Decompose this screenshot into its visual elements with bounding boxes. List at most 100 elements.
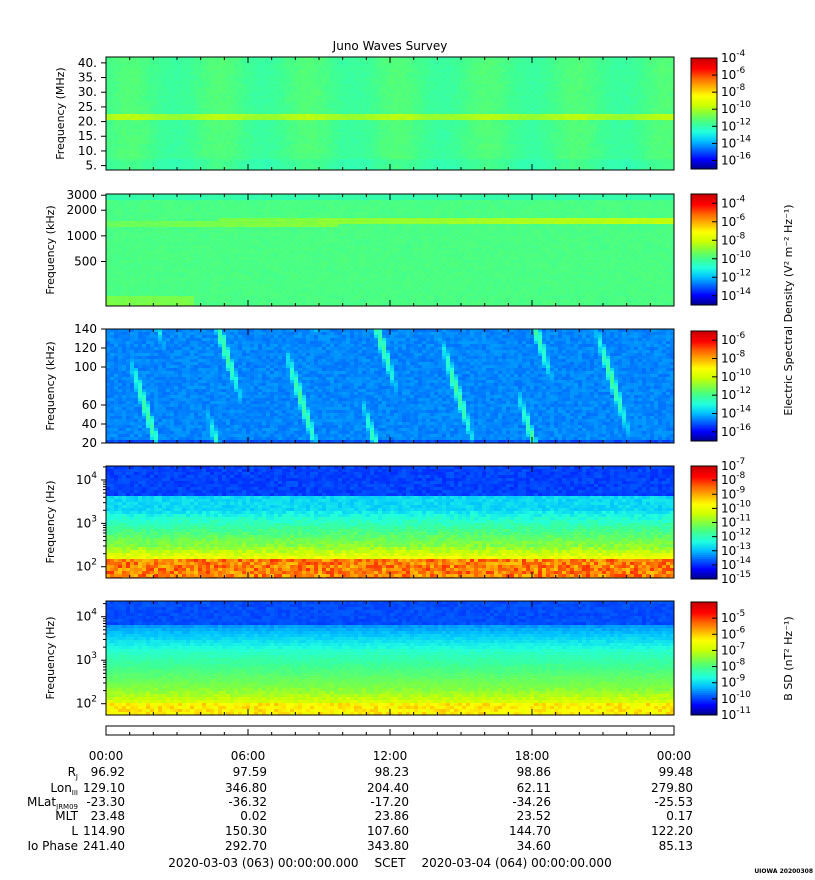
y-tick-label: 120 <box>74 341 97 355</box>
ephemeris-value: -25.53 <box>654 795 693 809</box>
ephemeris-value: 107.60 <box>367 824 409 838</box>
colorbar-tick-label: 10-15 <box>721 570 751 586</box>
ephemeris-row: RJ 96.92 97.59 98.23 98.86 99.48 <box>68 765 693 781</box>
ephemeris-value: 97.59 <box>233 765 267 779</box>
y-axis-label: Frequency (kHz) <box>44 341 57 430</box>
chart-title: Juno Waves Survey <box>332 39 448 53</box>
end-time: 2020-03-04 (064) 00:00:00.000 <box>421 856 611 870</box>
colorbar-tick-label: 10-11 <box>721 706 751 722</box>
y-tick-label: 104 <box>76 608 97 624</box>
colorbar-tick-label: 10-8 <box>721 658 746 674</box>
colorbar-tick-label: 10-14 <box>721 134 751 150</box>
y-tick-label: 500 <box>74 254 97 268</box>
y-tick-label: 102 <box>76 695 97 711</box>
y-tick-label: 102 <box>76 558 97 574</box>
colorbar-tick-label: 10-10 <box>721 368 751 384</box>
start-time: 2020-03-03 (063) 00:00:00.000 <box>168 856 358 870</box>
colorbar-tick-label: 10-12 <box>721 386 751 402</box>
time-axis: 00:00 06:00 12:00 18:00 00:00 <box>89 726 692 763</box>
heatmap-cells <box>106 194 674 306</box>
ephemeris-row: MLT 23.48 0.02 23.86 23.52 0.17 <box>55 809 693 823</box>
ephemeris-value: 144.70 <box>509 824 551 838</box>
y-tick-label: 40 <box>82 417 97 431</box>
colorbar: 10-710-810-910-1010-1110-1210-1310-1410-… <box>691 457 751 586</box>
y-tick-label: 30. <box>78 85 97 99</box>
colorbar-tick-label: 10-10 <box>721 250 751 266</box>
ephemeris-value: 346.80 <box>225 781 267 795</box>
panel-mhz: 5.10.15.20.25.30.35.40.Frequency (MHz)10… <box>54 49 751 173</box>
y-tick-label: 40. <box>78 56 97 70</box>
footer-label: UIOWA 20200308 <box>754 868 813 875</box>
colorbar-tick-label: 10-6 <box>721 625 746 641</box>
ephemeris-value: 96.92 <box>91 765 125 779</box>
ephemeris-value: 98.23 <box>375 765 409 779</box>
heatmap-cells <box>106 466 674 578</box>
time-tick-label: 06:00 <box>231 749 266 763</box>
ephemeris-value: -34.26 <box>512 795 551 809</box>
scet-range: 2020-03-03 (063) 00:00:00.000 SCET 2020-03… <box>168 856 611 870</box>
colorbar-tick-label: 10-12 <box>721 268 751 284</box>
ephemeris-value: 129.10 <box>83 781 125 795</box>
colorbar-tick-label: 10-14 <box>721 405 751 421</box>
y-tick-label: 103 <box>76 514 97 530</box>
colorbar-tick-label: 10-8 <box>721 231 746 247</box>
y-tick-label: 3000 <box>66 188 97 202</box>
ephemeris-value: 0.02 <box>240 809 267 823</box>
colorbar-tick-label: 10-16 <box>721 423 751 439</box>
colorbar-tick-label: 10-5 <box>721 609 745 625</box>
colorbar-tick-label: 10-7 <box>721 641 745 657</box>
panel-hz-electric: 102 103 104 Frequency (Hz) 10-710-810-910-10… <box>44 457 751 586</box>
ephemeris-value: -36.32 <box>228 795 267 809</box>
heatmap-cells <box>106 601 674 715</box>
colorbar-tick-label: 10-14 <box>721 287 751 303</box>
y-tick-label: 35. <box>78 71 97 85</box>
ephemeris-value: -23.30 <box>86 795 125 809</box>
y-tick-label: 10. <box>78 144 97 158</box>
colorbar: 10-4 10-6 10-8 10-10 10-12 10-14 <box>691 194 751 306</box>
y-axis-label: Frequency (kHz) <box>44 205 57 294</box>
time-tick-label: 12:00 <box>373 749 408 763</box>
y-tick-label: 100 <box>74 360 97 374</box>
ephemeris-value: -17.20 <box>370 795 409 809</box>
y-tick-label: 60 <box>82 398 97 412</box>
time-tick-label: 00:00 <box>657 749 692 763</box>
colorbar-tick-label: 10-4 <box>721 194 746 210</box>
colorbar-tick-label: 10-6 <box>721 66 746 82</box>
y-tick-label: 15. <box>78 129 97 143</box>
y-tick-label: 104 <box>76 471 97 487</box>
y-tick-label: 20. <box>78 115 97 129</box>
colorbar-tick-label: 10-12 <box>721 117 751 133</box>
colorbar-tick-label: 10-6 <box>721 331 746 347</box>
colorbar-tick-label: 10-6 <box>721 213 746 229</box>
colorbar-tick-label: 10-8 <box>721 350 746 366</box>
ephemeris-value: 23.86 <box>375 809 409 823</box>
ephemeris-value: 279.80 <box>651 781 693 795</box>
ephemeris-name: MLT <box>55 809 78 823</box>
y-axis-label: Frequency (Hz) <box>44 481 57 564</box>
y-axis-label: Frequency (Hz) <box>44 617 57 700</box>
ephemeris-value: 99.48 <box>659 765 693 779</box>
y-tick-label: 2000 <box>66 203 97 217</box>
colorbar-tick-label: 10-10 <box>721 100 751 116</box>
ephemeris-value: 23.48 <box>91 809 125 823</box>
ephemeris-value: 23.52 <box>517 809 551 823</box>
ephemeris-row: MLatJRM09 -23.30 -36.32 -17.20 -34.26 -25.53 <box>27 795 693 811</box>
ephemeris-value: 241.40 <box>83 839 125 853</box>
ephemeris-value: 150.30 <box>225 824 267 838</box>
heatmap-cells <box>106 329 674 443</box>
colorbar-tick-label: 10-9 <box>721 674 746 690</box>
ephemeris-name: RJ <box>68 765 78 781</box>
y-tick-label: 20 <box>82 436 97 450</box>
ephemeris-value: 62.11 <box>517 781 551 795</box>
y-tick-label: 140 <box>74 322 97 336</box>
y-axis-label: Frequency (MHz) <box>54 67 67 159</box>
ephemeris-value: 204.40 <box>367 781 409 795</box>
time-tick-label: 18:00 <box>515 749 550 763</box>
ephemeris-name: Io Phase <box>27 839 78 853</box>
time-tick-label: 00:00 <box>89 749 124 763</box>
